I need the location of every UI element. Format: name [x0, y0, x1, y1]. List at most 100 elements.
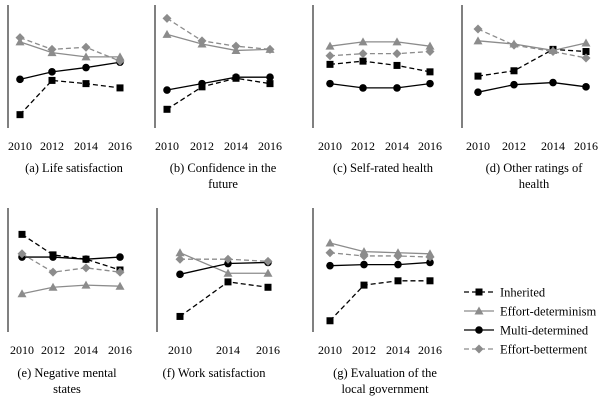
data-point	[581, 53, 591, 63]
panel-caption: future	[208, 177, 238, 191]
x-tick-label: 2016	[574, 139, 598, 153]
series-multi-determined	[176, 258, 272, 279]
series-line	[19, 79, 121, 116]
data-point	[358, 49, 368, 59]
data-point	[17, 289, 27, 298]
series-inherited	[474, 45, 590, 80]
data-point	[326, 261, 334, 270]
panel-caption: (c) Self-rated health	[333, 161, 434, 175]
series-inherited	[16, 76, 124, 119]
data-point	[581, 38, 591, 47]
data-point	[360, 281, 368, 289]
data-point	[115, 267, 125, 277]
series-line	[166, 17, 271, 51]
data-point	[82, 255, 90, 263]
x-tick-label: 2016	[418, 139, 442, 153]
x-tick-label: 2012	[190, 139, 214, 153]
data-point	[426, 277, 434, 285]
series-line	[329, 242, 431, 255]
data-point	[393, 61, 401, 69]
data-point	[473, 36, 483, 45]
x-tick-label: 2016	[256, 343, 280, 357]
legend-item-effort-determinism: Effort-determinism	[464, 305, 597, 319]
panel-caption: states	[53, 382, 81, 396]
data-point	[426, 79, 434, 88]
x-tick-label: 2014	[216, 343, 240, 357]
data-point	[325, 248, 335, 258]
series-line	[179, 261, 269, 275]
x-tick-label: 2010	[10, 343, 34, 357]
data-point	[163, 86, 171, 94]
data-point	[18, 230, 26, 238]
legend: Inherited Effort-determinism Multi-determi…	[464, 286, 597, 357]
chart-panel-b: 2010 2012 2014 2016 (b) Confidence in the fut…	[154, 5, 282, 191]
series-line	[19, 61, 121, 80]
panel-caption: (d) Other ratings of	[486, 161, 584, 175]
data-point	[163, 105, 171, 113]
series-line	[477, 28, 587, 59]
series-line	[19, 41, 120, 58]
data-point	[325, 51, 335, 61]
data-point	[394, 277, 402, 285]
series-line	[21, 253, 121, 273]
data-point	[360, 260, 368, 269]
series-effort-determinism	[17, 280, 125, 298]
data-point	[392, 37, 402, 46]
data-point	[510, 67, 518, 75]
x-tick-label: 2014	[74, 343, 98, 357]
x-tick-label: 2012	[351, 139, 375, 153]
legend-marker	[474, 306, 484, 315]
legend-label: Effort-determinism	[500, 305, 597, 319]
data-point	[264, 283, 272, 291]
data-point	[231, 41, 241, 51]
series-multi-determined	[163, 73, 274, 94]
series-line	[329, 280, 430, 322]
data-point	[394, 260, 402, 269]
data-point	[263, 268, 273, 277]
data-point	[426, 258, 434, 267]
data-point	[359, 57, 367, 65]
data-point	[48, 76, 56, 84]
series-line	[166, 33, 271, 52]
x-tick-label: 2010	[318, 139, 342, 153]
panel-caption: local government	[341, 382, 429, 396]
data-point	[509, 40, 519, 50]
x-tick-label: 2014	[541, 139, 565, 153]
panel-caption: health	[519, 177, 550, 191]
legend-item-effort-betterment: Effort-betterment	[464, 343, 588, 357]
data-point	[582, 48, 590, 56]
legend-label: Inherited	[500, 286, 546, 300]
x-tick-label: 2016	[108, 139, 132, 153]
x-tick-label: 2014	[385, 139, 409, 153]
series-line	[166, 76, 270, 91]
data-point	[176, 270, 184, 279]
series-line	[329, 60, 431, 73]
chart-panel-a: 2010 2012 2014 2016 (a) Life satisfaction	[7, 5, 132, 175]
x-tick-label: 2010	[168, 343, 192, 357]
data-point	[115, 56, 125, 66]
data-point	[175, 254, 185, 264]
series-line	[166, 77, 271, 110]
series-line	[22, 256, 121, 260]
chart-panel-d: 2010 2012 2014 2016 (d) Other ratings of heal…	[461, 5, 598, 191]
data-point	[393, 84, 401, 92]
data-point	[175, 248, 185, 257]
x-tick-label: 2016	[418, 343, 442, 357]
data-point	[47, 44, 57, 54]
series-line	[21, 233, 121, 271]
data-point	[326, 317, 334, 325]
data-point	[162, 13, 172, 23]
series-multi-determined	[16, 58, 124, 84]
data-point	[265, 44, 275, 54]
data-point	[198, 79, 206, 88]
panel-caption: (f) Work satisfaction	[163, 366, 267, 380]
data-point	[197, 36, 207, 46]
data-point	[426, 68, 434, 76]
series-line	[21, 284, 121, 295]
legend-item-multi-determined: Multi-determined	[464, 324, 589, 338]
series-line	[477, 40, 587, 52]
data-point	[425, 47, 435, 57]
x-tick-label: 2010	[318, 343, 342, 357]
data-point	[549, 78, 557, 87]
data-point	[392, 49, 402, 59]
